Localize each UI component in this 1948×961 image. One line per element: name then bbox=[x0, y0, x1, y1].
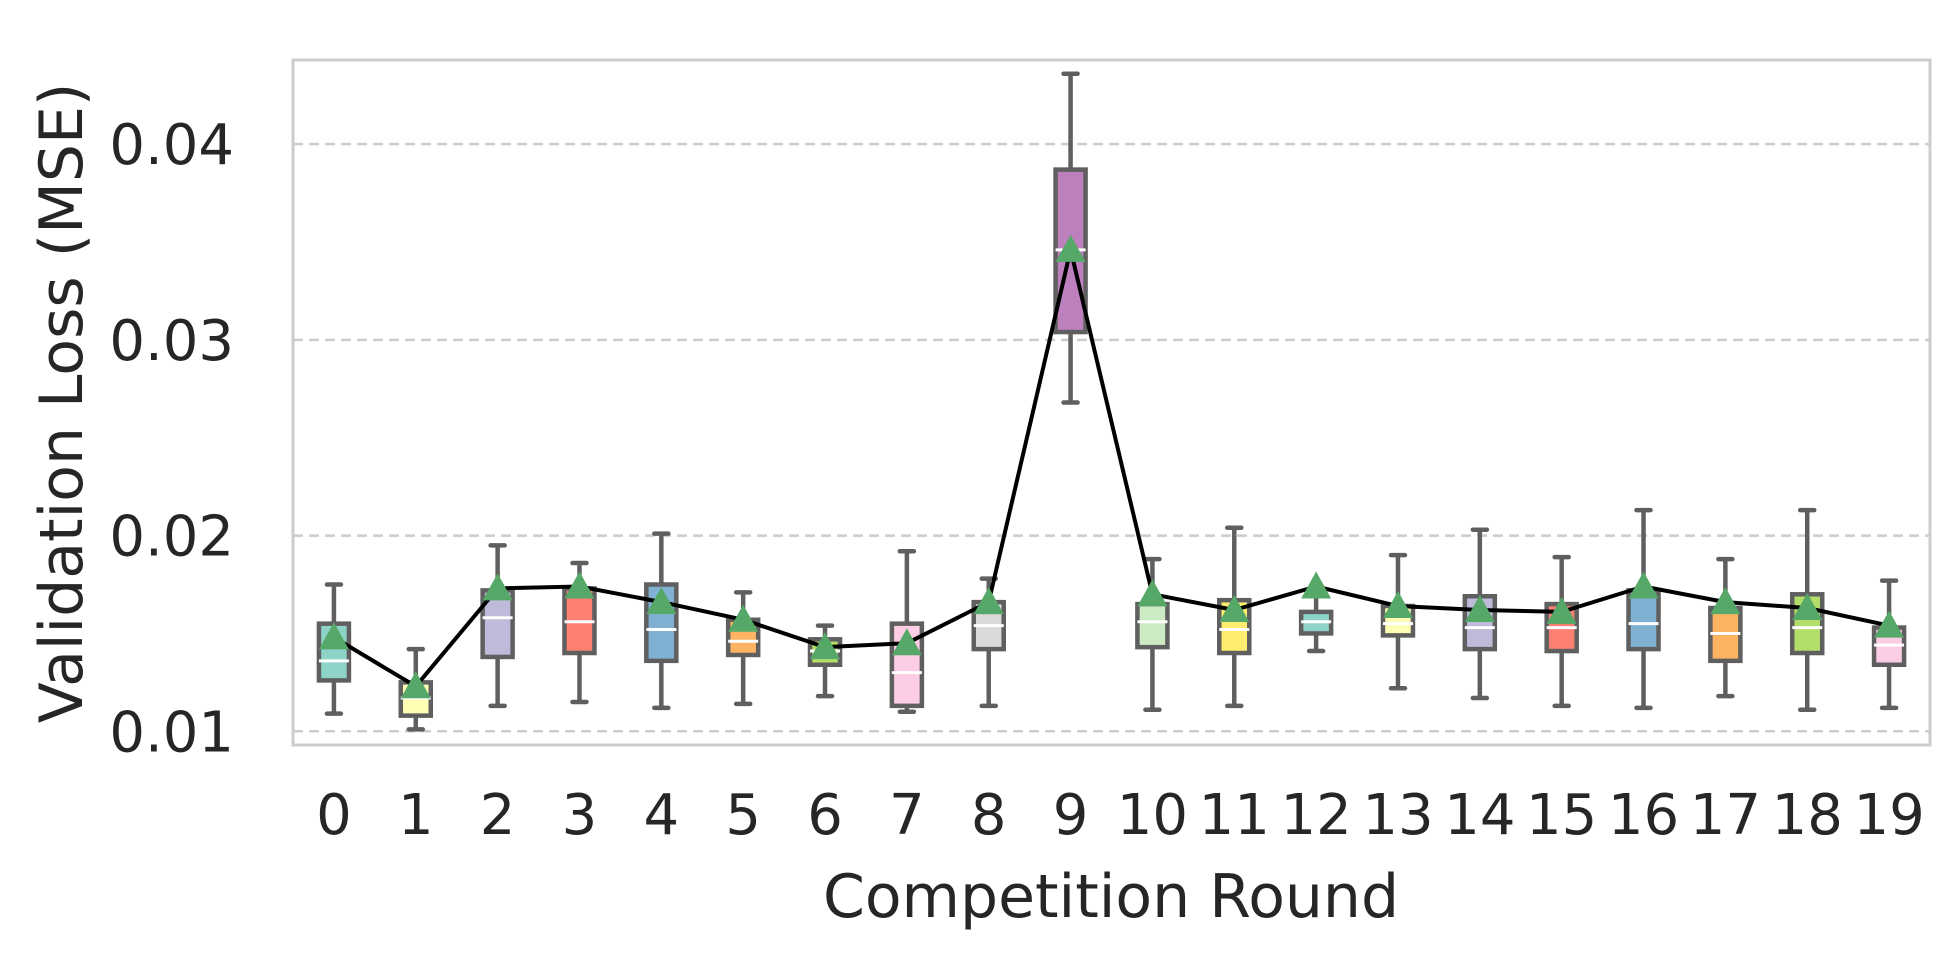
box-plot-round-0 bbox=[316, 582, 352, 716]
box-plots bbox=[316, 71, 1907, 732]
mean-marker-round-17 bbox=[1710, 587, 1741, 615]
mean-marker-round-9 bbox=[1055, 234, 1086, 262]
x-tick-label: 19 bbox=[1853, 783, 1924, 848]
box-plot-round-15 bbox=[1544, 554, 1579, 709]
box-iqr bbox=[1626, 588, 1661, 652]
x-tick-label: 18 bbox=[1772, 783, 1843, 848]
x-tick-label: 11 bbox=[1199, 783, 1270, 848]
mean-marker-round-6 bbox=[810, 632, 841, 660]
mean-marker-round-1 bbox=[400, 671, 431, 699]
x-tick-label: 0 bbox=[316, 783, 352, 848]
mean-marker-round-5 bbox=[728, 604, 759, 632]
y-tick-label: 0.02 bbox=[109, 505, 234, 570]
box-plot-round-12 bbox=[1298, 594, 1334, 654]
x-tick-label: 1 bbox=[398, 783, 434, 848]
mean-marker-round-13 bbox=[1382, 591, 1413, 619]
mean-marker-round-18 bbox=[1792, 593, 1823, 620]
mean-marker-round-0 bbox=[318, 622, 349, 650]
x-tick-label: 7 bbox=[889, 783, 925, 848]
y-axis-title: Validation Loss (MSE) bbox=[27, 83, 97, 724]
mean-marker-round-2 bbox=[482, 573, 513, 601]
y-axis-ticks: 0.01 0.02 0.03 0.04 bbox=[109, 113, 234, 765]
box-plot-round-16 bbox=[1626, 507, 1661, 711]
x-tick-label: 16 bbox=[1608, 783, 1679, 848]
x-tick-label: 12 bbox=[1280, 783, 1351, 848]
mean-marker-round-4 bbox=[646, 587, 677, 615]
x-tick-label: 8 bbox=[971, 783, 1007, 848]
box-plot-round-4 bbox=[644, 531, 679, 711]
plot-frame bbox=[291, 58, 1932, 747]
mean-series bbox=[318, 234, 1905, 699]
mean-marker-round-12 bbox=[1301, 571, 1332, 599]
x-tick-label: 4 bbox=[644, 783, 680, 848]
x-tick-label: 9 bbox=[1053, 783, 1089, 848]
box-plot-round-2 bbox=[480, 543, 515, 709]
x-tick-label: 14 bbox=[1444, 783, 1515, 848]
x-tick-label: 2 bbox=[480, 783, 516, 848]
box-iqr bbox=[1135, 601, 1170, 650]
grid-lines bbox=[293, 142, 1930, 733]
box-plot-round-17 bbox=[1708, 556, 1743, 699]
x-tick-label: 13 bbox=[1362, 783, 1433, 848]
x-tick-label: 15 bbox=[1526, 783, 1597, 848]
box-plot-round-19 bbox=[1871, 578, 1907, 711]
y-tick-label: 0.04 bbox=[109, 113, 234, 178]
x-tick-label: 3 bbox=[562, 783, 598, 848]
mean-marker-round-15 bbox=[1546, 596, 1577, 624]
mean-marker-round-11 bbox=[1219, 594, 1250, 622]
box-plot-round-13 bbox=[1380, 552, 1416, 691]
x-tick-label: 17 bbox=[1690, 783, 1761, 848]
mean-line bbox=[332, 247, 1890, 689]
x-tick-label: 6 bbox=[807, 783, 843, 848]
mean-marker-round-19 bbox=[1874, 610, 1905, 638]
mean-marker-round-8 bbox=[973, 587, 1004, 615]
mean-marker-round-3 bbox=[564, 571, 595, 599]
x-axis-ticks: 0 1 2 3 4 5 6 7 8 9 10 11 12 13 14 15 16 17 18 19 bbox=[316, 783, 1925, 848]
y-tick-label: 0.03 bbox=[109, 309, 234, 374]
box-plot-round-3 bbox=[562, 560, 597, 705]
x-axis-title: Competition Round bbox=[823, 862, 1399, 932]
x-tick-label: 5 bbox=[725, 783, 761, 848]
mean-marker-round-14 bbox=[1464, 594, 1495, 622]
mean-marker-round-7 bbox=[891, 628, 922, 656]
mean-marker-round-10 bbox=[1137, 579, 1168, 607]
x-tick-label: 10 bbox=[1117, 783, 1188, 848]
mean-marker-round-16 bbox=[1628, 571, 1659, 599]
y-tick-label: 0.01 bbox=[109, 700, 234, 765]
